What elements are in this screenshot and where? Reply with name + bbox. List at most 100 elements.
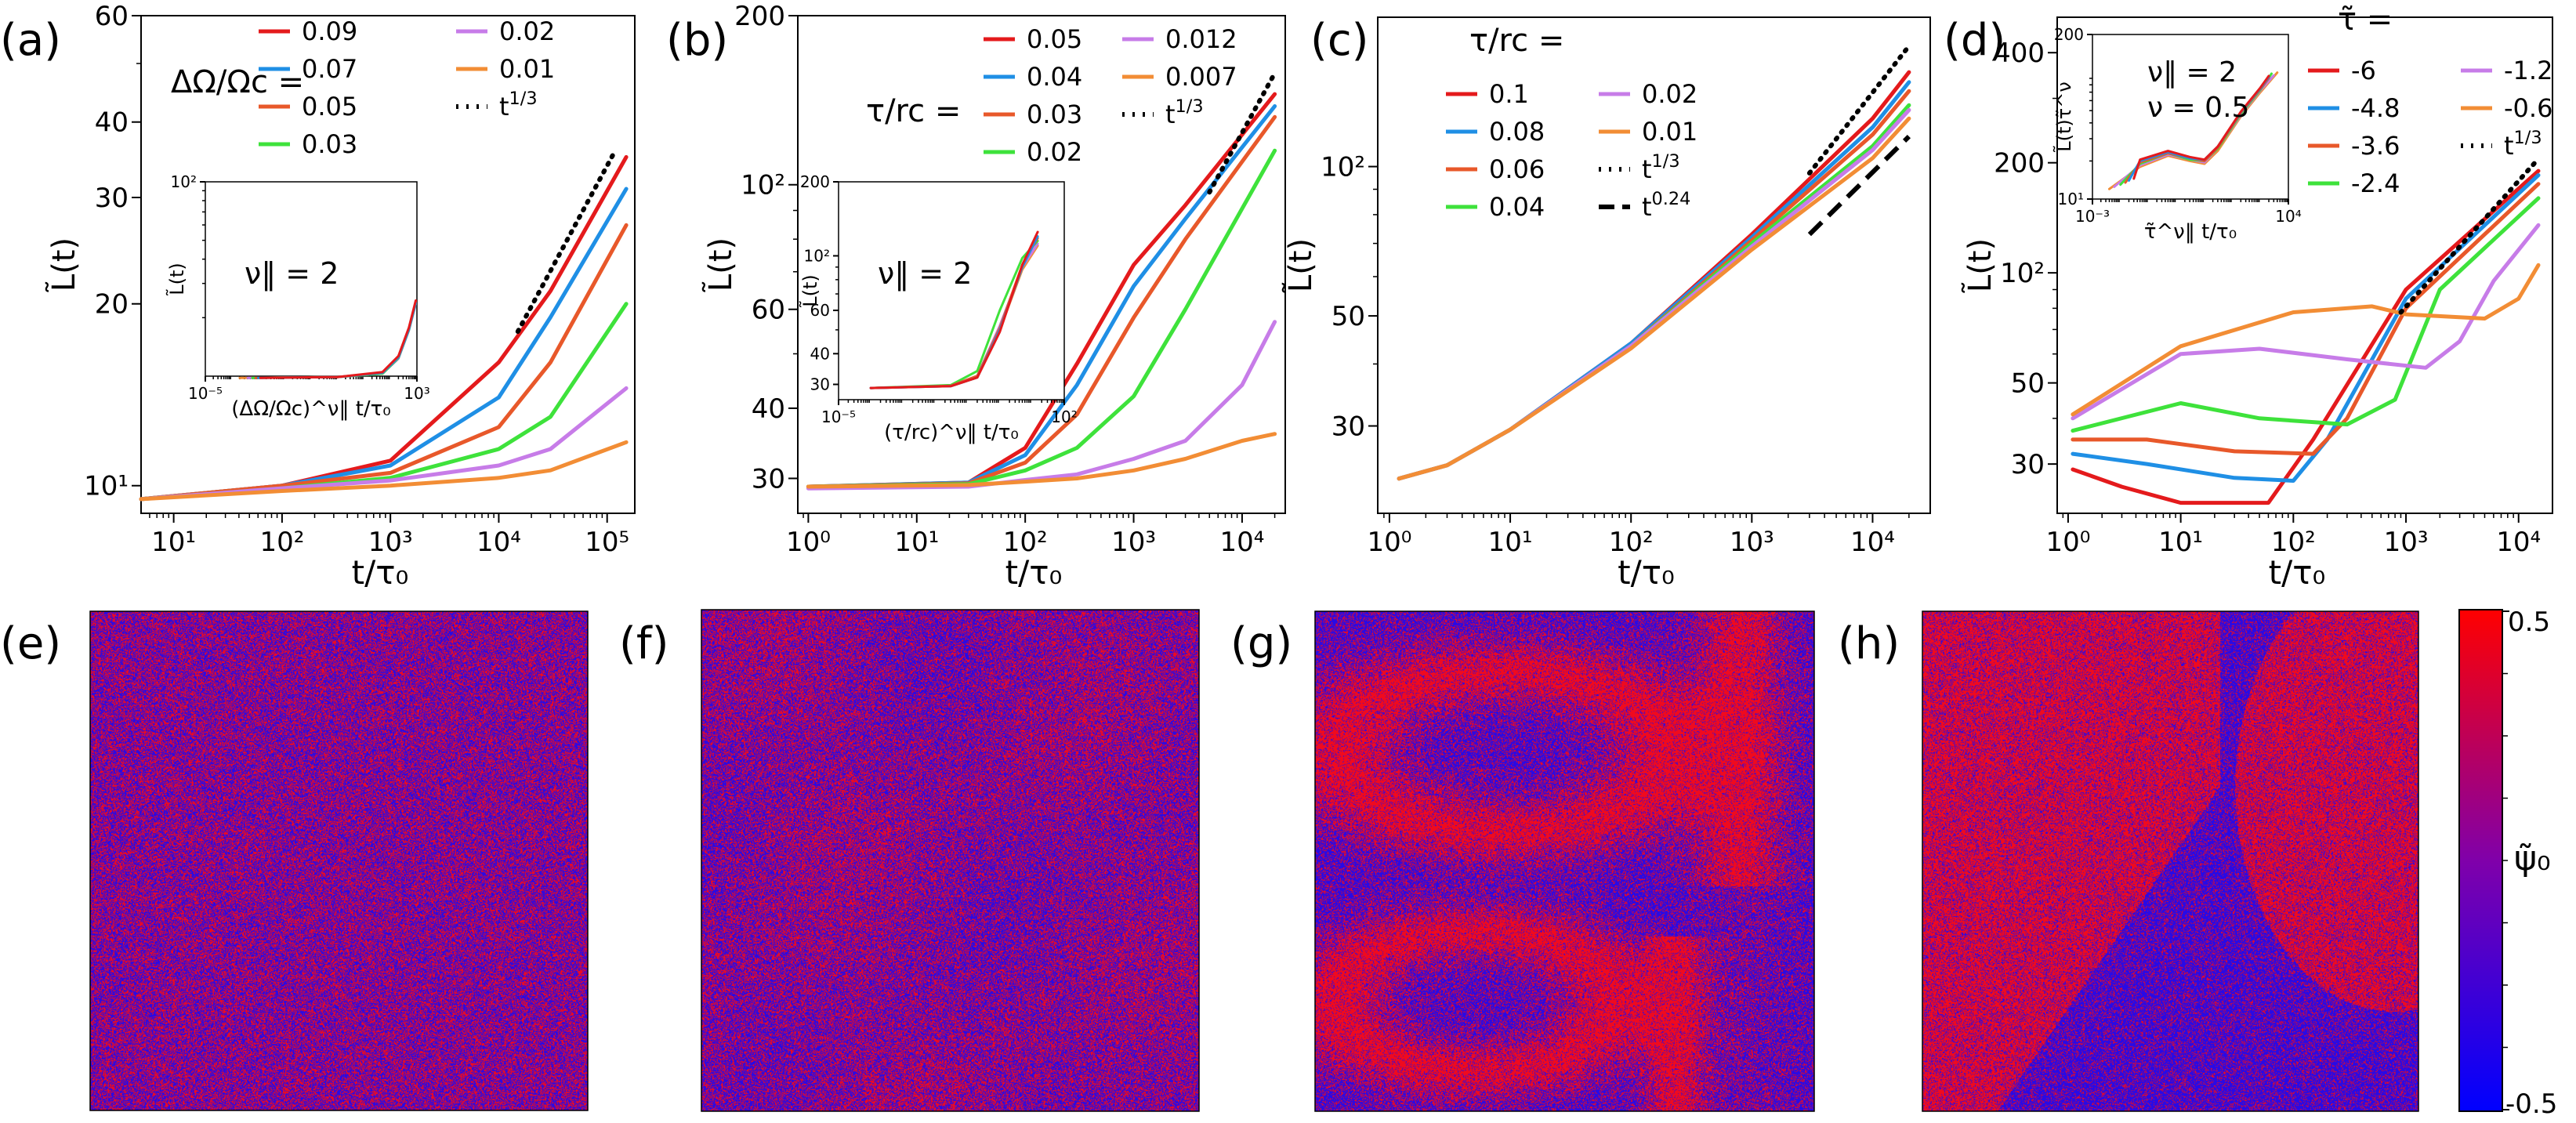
axis-y-tick-label: 400: [1994, 38, 2045, 69]
chart-series-line: [1397, 89, 1911, 481]
inset-axis-frame: [2092, 34, 2289, 200]
chart-legend-label: t1/3: [1642, 151, 1680, 184]
inset-series-line: [2132, 74, 2270, 180]
axis-x-tick-label: 10²: [1003, 527, 1048, 558]
axis-y-tick-label: 40: [752, 393, 785, 425]
inset-annotation: ν‖ = 2: [245, 256, 339, 292]
snapshot-f: (f): [619, 609, 1200, 1112]
axis-frame: [2056, 16, 2553, 514]
y-axis-label: L̃(t): [1281, 238, 1319, 293]
snapshot-canvas: [1315, 611, 1814, 1111]
snapshot-image: [1315, 611, 1814, 1111]
axis-x-tick-label: 10⁰: [2045, 527, 2090, 558]
y-axis-label: L̃(t): [45, 237, 82, 292]
inset-axis-y-tick-label: 40: [810, 344, 830, 363]
inset-x-axis-label: (τ/rc)^ν‖ t/τ₀: [884, 421, 1019, 444]
inset-axis-y-tick-label: 10²: [804, 246, 830, 265]
chart-legend-label: 0.04: [1489, 192, 1545, 222]
inset-series-line: [259, 299, 417, 379]
inset-axis-x-tick-label: 10²: [1051, 408, 1077, 426]
axis-y-tick-label: 10²: [2000, 258, 2045, 289]
panel-label: (h): [1838, 618, 1900, 669]
axis-x-tick-label: 10⁴: [2496, 527, 2541, 558]
snapshot-frame: [89, 610, 589, 1111]
panel-label: (g): [1230, 618, 1292, 669]
inset-background: [205, 182, 417, 376]
inset-axis-x-tick-label: 10⁻³: [2075, 207, 2110, 226]
chart-legend-label: 0.08: [1489, 117, 1545, 147]
panel-label: (c): [1310, 15, 1368, 66]
inset-axis-x-tick-label: 10⁻⁵: [188, 384, 223, 403]
chart-legend-label: t0.24: [1642, 189, 1690, 222]
inset-x-axis-label: (ΔΩ/Ωc)^ν‖ t/τ₀: [231, 397, 390, 421]
axis-y-tick-label: 10²: [741, 170, 785, 201]
axis-y-tick-label: 40: [95, 107, 129, 139]
chart-d: (d) 10⁰ 10¹ 10² 10³ 10⁴ 30 50 10² 200 400 t/τ₀ L̃(t)…: [1944, 2, 2553, 592]
chart-legend-label: 0.007: [1165, 62, 1237, 92]
axis-x-tick-label: 10⁰: [786, 527, 831, 558]
inset-axis-x-tick-label: 10³: [404, 384, 429, 403]
panel-label: (a): [0, 15, 61, 66]
axis-x-tick-label: 10¹: [2158, 527, 2203, 558]
inset-y-axis-label: L̃(t): [166, 263, 188, 295]
snapshot-h: (h): [1838, 610, 2419, 1112]
axis-x-tick-label: 10²: [259, 527, 304, 558]
chart-legend-label: t1/3: [499, 89, 538, 121]
inset-series-line: [869, 230, 1039, 389]
chart-series-line: [2071, 223, 2541, 421]
chart-series-line: [1397, 116, 1911, 481]
snapshot-image: [701, 610, 1199, 1111]
inset-axis-frame: [838, 181, 1065, 400]
chart-series-line: [2071, 196, 2541, 433]
inset-axis-x-tick-label: 10⁴: [2275, 207, 2301, 226]
chart-series-line: [2071, 168, 2541, 505]
snapshot-frame: [1922, 610, 2419, 1112]
inset-chart: 10⁻⁵ 10² 30 40 60 10² 200 (τ/rc)^ν‖ t/τ₀ L̃(t) ν‖…: [799, 172, 1078, 444]
chart-legend-label: 0.01: [1642, 117, 1697, 147]
chart-legend-label: 0.07: [302, 54, 357, 84]
snapshot-image: [90, 611, 588, 1110]
snapshot-frame: [701, 609, 1200, 1112]
chart-legend-label: 0.09: [302, 16, 357, 46]
snapshot-canvas: [1922, 611, 2418, 1111]
axis-frame: [140, 15, 636, 514]
snapshot-e: (e): [0, 610, 589, 1111]
colorbar-label: ψ̃₀: [2514, 839, 2551, 878]
inset-y-axis-label: L̃(t)τ̃^ν: [2053, 82, 2075, 152]
legend-title: τ/rc =: [1469, 23, 1564, 59]
y-axis-label: L̃(t): [1961, 238, 1998, 293]
chart-legend-label: -2.4: [2351, 168, 2400, 198]
axis-x-tick-label: 10⁴: [476, 527, 521, 558]
axis-y-tick-label: 200: [1994, 148, 2045, 179]
panel-label: (b): [666, 15, 728, 66]
snapshot-frame: [1314, 610, 1815, 1112]
inset-annotation: ν = 0.5: [2147, 92, 2249, 124]
axis-x-tick-label: 10²: [1609, 527, 1654, 558]
chart-series-line: [139, 440, 629, 502]
axis-y-tick-label: 30: [95, 183, 129, 214]
chart-series-line: [2071, 263, 2541, 417]
inset-axis-y-tick-label: 10¹: [2058, 190, 2084, 208]
x-axis-label: t/τ₀: [2269, 553, 2326, 592]
chart-legend-label: 0.02: [1642, 79, 1697, 109]
axis-y-tick-label: 30: [1331, 411, 1365, 442]
inset-background: [2092, 34, 2288, 199]
chart-legend-label: 0.02: [499, 16, 555, 46]
chart-series-line: [1807, 134, 1911, 237]
inset-axis-y-tick-label: 30: [810, 375, 830, 394]
chart-series-line: [2398, 156, 2541, 315]
colorbar-max-label: 0.5: [2508, 607, 2550, 638]
axis-y-tick-label: 30: [2011, 449, 2045, 480]
chart-series-line: [806, 432, 1277, 489]
snapshot-canvas: [701, 610, 1199, 1111]
legend-title: τ̃ =: [2338, 2, 2393, 38]
x-axis-label: t/τ₀: [1618, 553, 1675, 592]
inset-chart: 10⁻⁵ 10³ 10² (ΔΩ/Ωc)^ν‖ t/τ₀ L̃(t) ν‖ = 2: [166, 172, 430, 421]
axis-x-tick-label: 10⁰: [1367, 527, 1411, 558]
chart-legend-label: t1/3: [2504, 128, 2542, 161]
axis-y-tick-label: 200: [734, 1, 785, 32]
axis-frame: [797, 15, 1286, 514]
axis-x-tick-label: 10¹: [894, 527, 939, 558]
